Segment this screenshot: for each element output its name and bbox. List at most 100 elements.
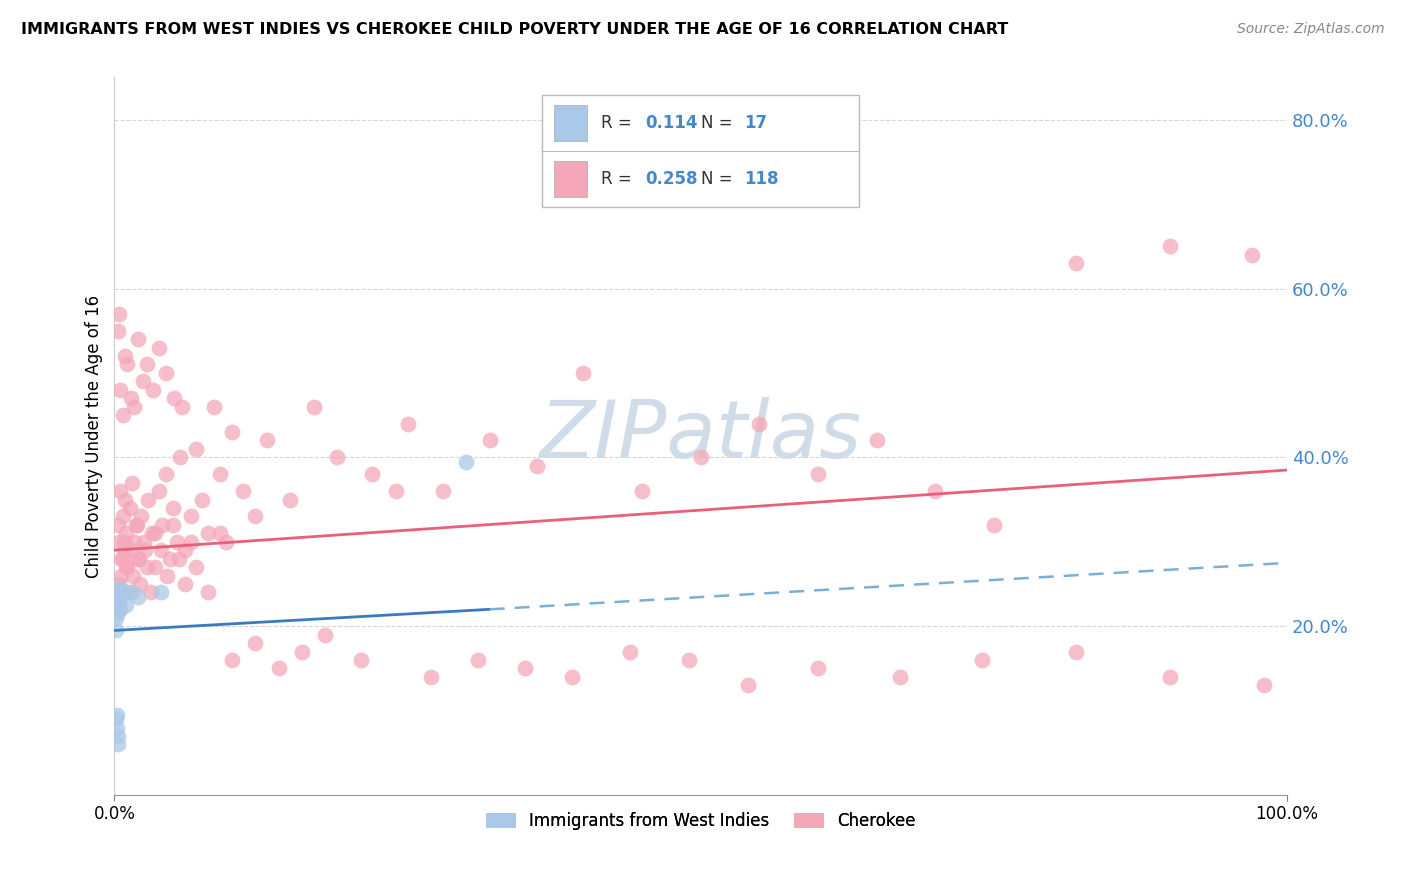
Point xyxy=(155,366,177,380)
Legend: Immigrants from West Indies, Cherokee: Immigrants from West Indies, Cherokee xyxy=(479,805,922,837)
Point xyxy=(156,568,179,582)
Point xyxy=(148,341,170,355)
Point xyxy=(110,568,132,582)
Point xyxy=(172,400,194,414)
Point xyxy=(243,509,266,524)
Point xyxy=(131,375,153,389)
Point xyxy=(125,517,148,532)
Point xyxy=(291,644,314,658)
Point xyxy=(169,450,191,465)
Point xyxy=(105,721,128,735)
Point xyxy=(111,585,134,599)
Text: ZIPatlas: ZIPatlas xyxy=(540,397,862,475)
Point xyxy=(167,551,190,566)
Text: 118: 118 xyxy=(744,169,779,188)
Point xyxy=(132,534,155,549)
Point xyxy=(112,543,135,558)
Point xyxy=(173,577,195,591)
Point xyxy=(267,661,290,675)
Point xyxy=(163,391,186,405)
Point xyxy=(1253,678,1275,692)
Point xyxy=(155,467,177,482)
FancyBboxPatch shape xyxy=(554,161,586,197)
Point xyxy=(105,707,128,722)
Point xyxy=(208,526,231,541)
Point xyxy=(124,517,146,532)
Point xyxy=(104,624,127,638)
Point xyxy=(107,729,129,743)
Point xyxy=(127,332,149,346)
Point xyxy=(128,551,150,566)
Point xyxy=(467,653,489,667)
Point xyxy=(420,670,443,684)
Point xyxy=(110,602,132,616)
Point xyxy=(108,594,131,608)
Point xyxy=(107,590,129,604)
Point xyxy=(1159,670,1181,684)
Point xyxy=(983,517,1005,532)
Point xyxy=(221,425,243,439)
Point xyxy=(350,653,373,667)
Point xyxy=(127,590,149,604)
Point xyxy=(129,577,152,591)
Point xyxy=(110,602,132,616)
Text: R =: R = xyxy=(602,114,637,132)
Point xyxy=(121,585,143,599)
Point xyxy=(689,450,711,465)
Point xyxy=(118,501,141,516)
Point xyxy=(115,560,138,574)
Point xyxy=(136,358,159,372)
Point xyxy=(110,484,132,499)
Point xyxy=(432,484,454,499)
Point xyxy=(115,598,138,612)
Text: 0.114: 0.114 xyxy=(645,114,699,132)
Point xyxy=(131,509,153,524)
Point xyxy=(278,492,301,507)
Point xyxy=(117,358,139,372)
Text: N =: N = xyxy=(700,169,738,188)
Point xyxy=(631,484,654,499)
Text: N =: N = xyxy=(700,114,738,132)
Point xyxy=(110,383,132,397)
Point xyxy=(112,534,135,549)
Point xyxy=(141,526,163,541)
Point xyxy=(180,534,202,549)
Point xyxy=(152,517,174,532)
Point xyxy=(513,661,536,675)
Point xyxy=(678,653,700,667)
Point xyxy=(111,509,134,524)
Point xyxy=(105,598,128,612)
Point xyxy=(120,391,142,405)
Point xyxy=(124,400,146,414)
Point xyxy=(197,526,219,541)
Point xyxy=(114,492,136,507)
Point xyxy=(561,670,583,684)
Point xyxy=(127,551,149,566)
Point xyxy=(108,534,131,549)
Point xyxy=(197,585,219,599)
Point xyxy=(180,509,202,524)
Point xyxy=(111,551,134,566)
Point xyxy=(748,417,770,431)
Point xyxy=(302,400,325,414)
Point xyxy=(924,484,946,499)
Point xyxy=(889,670,911,684)
Point xyxy=(124,534,146,549)
Y-axis label: Child Poverty Under the Age of 16: Child Poverty Under the Age of 16 xyxy=(86,294,103,578)
Point xyxy=(111,408,134,422)
Point xyxy=(162,517,184,532)
Text: R =: R = xyxy=(602,169,637,188)
Point xyxy=(866,434,889,448)
Point xyxy=(108,590,131,604)
Point xyxy=(162,501,184,516)
Point xyxy=(107,602,129,616)
Point xyxy=(145,526,167,541)
Text: 17: 17 xyxy=(744,114,768,132)
Point xyxy=(139,585,162,599)
Point xyxy=(202,400,225,414)
Point xyxy=(104,611,127,625)
Point xyxy=(186,560,208,574)
Point xyxy=(150,543,173,558)
FancyBboxPatch shape xyxy=(543,95,859,207)
Point xyxy=(456,454,478,468)
